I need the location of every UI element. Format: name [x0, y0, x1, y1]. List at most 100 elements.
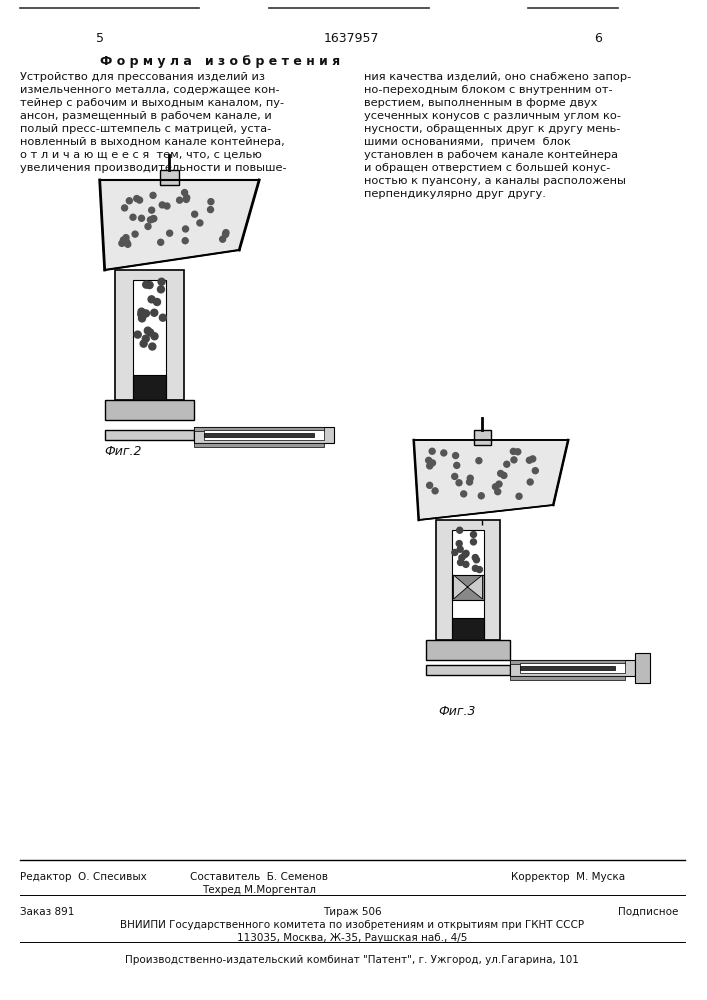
Circle shape: [467, 479, 472, 485]
Circle shape: [134, 331, 141, 338]
Bar: [452, 575, 484, 600]
Text: шими основаниями,  причем  блок: шими основаниями, причем блок: [364, 137, 571, 147]
Circle shape: [427, 463, 433, 469]
Circle shape: [151, 309, 158, 316]
Circle shape: [527, 457, 532, 463]
Circle shape: [459, 555, 465, 561]
Circle shape: [130, 214, 136, 220]
Circle shape: [183, 196, 189, 202]
Circle shape: [220, 236, 226, 242]
Circle shape: [516, 493, 522, 499]
Polygon shape: [454, 575, 482, 599]
Polygon shape: [414, 440, 568, 520]
Circle shape: [144, 327, 151, 334]
Text: тейнер с рабочим и выходным каналом, пу-: тейнер с рабочим и выходным каналом, пу-: [20, 98, 284, 108]
Circle shape: [454, 462, 460, 468]
Circle shape: [479, 493, 484, 499]
Bar: [426, 640, 510, 660]
Circle shape: [125, 241, 131, 247]
Circle shape: [463, 550, 469, 556]
Text: Редактор  О. Спесивых: Редактор О. Спесивых: [20, 872, 146, 882]
Circle shape: [119, 240, 125, 246]
Circle shape: [124, 239, 130, 245]
Bar: [426, 665, 510, 675]
Bar: [452, 530, 484, 640]
Circle shape: [463, 561, 469, 567]
Bar: [160, 170, 180, 185]
Text: 113035, Москва, Ж-35, Раушская наб., 4/5: 113035, Москва, Ж-35, Раушская наб., 4/5: [237, 933, 467, 943]
Circle shape: [120, 237, 127, 243]
Circle shape: [138, 311, 145, 318]
Bar: [105, 430, 194, 440]
Circle shape: [477, 567, 482, 573]
Circle shape: [140, 340, 147, 347]
Circle shape: [149, 343, 156, 350]
Circle shape: [504, 461, 510, 467]
Circle shape: [510, 448, 516, 454]
Circle shape: [150, 216, 156, 222]
Text: перпендикулярно друг другу.: перпендикулярно друг другу.: [364, 189, 546, 199]
Circle shape: [452, 549, 458, 555]
Circle shape: [145, 223, 151, 229]
Bar: [105, 400, 194, 420]
Text: 1637957: 1637957: [324, 32, 380, 45]
Text: Фиг.2: Фиг.2: [105, 445, 142, 458]
Circle shape: [138, 308, 145, 315]
Circle shape: [184, 195, 189, 201]
Circle shape: [167, 230, 173, 236]
Text: Производственно-издательский комбинат "Патент", г. Ужгород, ул.Гагарина, 101: Производственно-издательский комбинат "П…: [125, 955, 579, 965]
Circle shape: [146, 329, 153, 336]
Circle shape: [452, 453, 459, 459]
Circle shape: [530, 456, 536, 462]
Bar: [635, 653, 650, 683]
Circle shape: [151, 216, 157, 222]
Circle shape: [132, 231, 138, 237]
Circle shape: [150, 192, 156, 198]
Bar: [510, 676, 625, 680]
Circle shape: [456, 541, 462, 547]
Circle shape: [496, 481, 502, 487]
Bar: [520, 666, 615, 670]
Circle shape: [182, 238, 188, 244]
Circle shape: [511, 457, 517, 463]
Circle shape: [148, 217, 153, 223]
Circle shape: [146, 282, 153, 289]
Circle shape: [136, 197, 143, 203]
Circle shape: [462, 552, 468, 558]
Bar: [510, 660, 625, 664]
Circle shape: [177, 197, 182, 203]
Bar: [474, 430, 491, 445]
Circle shape: [432, 488, 438, 494]
Circle shape: [143, 310, 149, 317]
Text: Фиг.3: Фиг.3: [438, 705, 476, 718]
Circle shape: [452, 473, 457, 479]
Circle shape: [123, 235, 129, 241]
Bar: [133, 280, 166, 400]
Bar: [133, 375, 166, 400]
Circle shape: [158, 239, 164, 245]
Circle shape: [476, 458, 482, 464]
Circle shape: [467, 475, 473, 481]
Text: Составитель  Б. Семенов: Составитель Б. Семенов: [190, 872, 328, 882]
Circle shape: [148, 207, 155, 213]
Bar: [115, 270, 185, 400]
Text: Ф о р м у л а   и з о б р е т е н и я: Ф о р м у л а и з о б р е т е н и я: [100, 55, 340, 68]
Circle shape: [430, 460, 436, 466]
Circle shape: [159, 314, 166, 321]
Text: ВНИИПИ Государственного комитета по изобретениям и открытиям при ГКНТ СССР: ВНИИПИ Государственного комитета по изоб…: [120, 920, 584, 930]
Circle shape: [527, 479, 533, 485]
Circle shape: [197, 220, 203, 226]
Circle shape: [223, 230, 229, 236]
Text: Заказ 891: Заказ 891: [20, 907, 74, 917]
Circle shape: [139, 215, 144, 221]
Bar: [520, 663, 625, 673]
Circle shape: [143, 281, 150, 288]
Circle shape: [456, 480, 462, 486]
Text: 6: 6: [594, 32, 602, 45]
Circle shape: [532, 468, 538, 474]
Text: 5: 5: [95, 32, 104, 45]
Text: Тираж 506: Тираж 506: [322, 907, 381, 917]
Bar: [510, 660, 635, 676]
Circle shape: [470, 531, 477, 537]
Text: ансон, размещенный в рабочем канале, и: ансон, размещенный в рабочем канале, и: [20, 111, 271, 121]
